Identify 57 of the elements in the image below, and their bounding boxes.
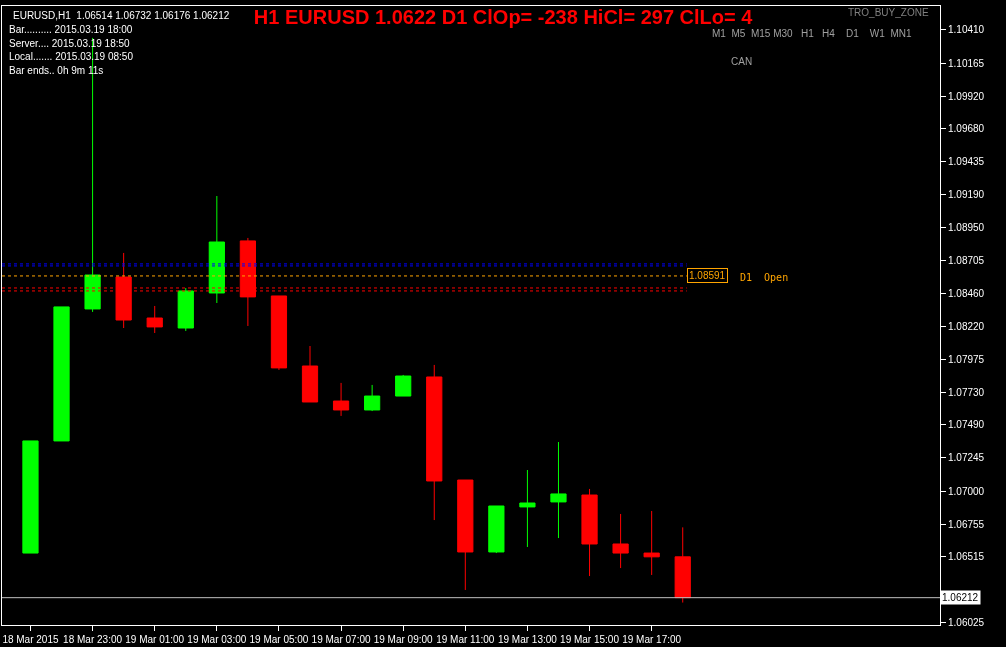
candlestick [270,295,288,371]
candlestick [177,287,194,332]
ref-line-label: 1.06212 [942,592,979,603]
y-tick-label: 1.09435 [948,156,985,168]
x-tick-label: 19 Mar 15:00 [560,634,620,645]
candlestick [364,384,381,412]
y-tick-label: 1.08950 [948,221,985,233]
annotation: EURUSD,H1 1.06514 1.06732 1.06176 1.06212 [13,10,230,21]
y-tick-label: 1.09190 [948,189,985,201]
x-tick-label: 19 Mar 03:00 [187,634,247,645]
candlestick [488,505,505,554]
x-tick-label: 18 Mar 2015 [2,634,59,645]
y-tick-label: 1.08460 [948,288,985,300]
y-tick-label: 1.08220 [948,320,985,332]
x-tick-label: 19 Mar 13:00 [497,634,558,645]
annotation: M1 M5 M15 M30 H1 H4 D1 W1 MN1 [712,28,912,39]
x-tick-label: 19 Mar 07:00 [311,634,371,645]
x-tick-label: 19 Mar 09:00 [373,634,434,645]
y-tick-label: 1.06755 [948,518,985,530]
y-tick-label: 1.07490 [948,419,985,431]
candlestick [301,345,319,403]
y-tick-label: 1.07730 [948,386,985,398]
x-tick-label: 19 Mar 17:00 [622,634,682,645]
ref-line-label: 1.08591 [689,270,726,281]
x-tick-label: 18 Mar 23:00 [63,634,123,645]
candlestick [612,513,629,569]
candlestick [395,374,412,397]
candlestick [22,440,39,554]
candlestick [581,488,598,577]
x-tick-label: 19 Mar 05:00 [249,634,309,645]
y-tick-label: 1.07975 [948,353,985,365]
candlestick [643,510,660,576]
annotation: CAN [731,56,753,67]
y-tick-label: 1.10165 [948,57,985,69]
y-tick-label: 1.09680 [948,123,985,135]
candlestick [519,469,536,548]
x-tick-label: 19 Mar 11:00 [436,634,495,645]
candlestick [332,382,350,417]
annotation: Bar.......... 2015.03.19 18:00 [9,24,133,35]
y-tick-label: 1.09920 [948,90,985,102]
y-tick-label: 1.06515 [948,551,985,563]
y-tick-label: 1.08705 [948,255,985,267]
y-tick-label: 1.06025 [948,617,985,629]
candlestick [426,364,443,521]
y-tick-label: 1.07245 [948,452,985,464]
candlestick [208,195,225,304]
candlestick [674,526,691,604]
candlestick [146,305,163,334]
candlestick [457,479,474,591]
annotation: TRO_BUY_ZONE [848,7,929,18]
y-tick-label: 1.07000 [948,485,985,497]
candlestick [53,306,70,442]
annotation: D1 Open [740,272,789,283]
candlestick [550,441,567,539]
y-tick-label: 1.10410 [948,24,985,36]
chart-title: H1 EURUSD 1.0622 D1 ClOp= -238 HiCl= 297 ClLo= 4 [253,5,754,28]
x-tick-label: 19 Mar 01:00 [125,634,185,645]
